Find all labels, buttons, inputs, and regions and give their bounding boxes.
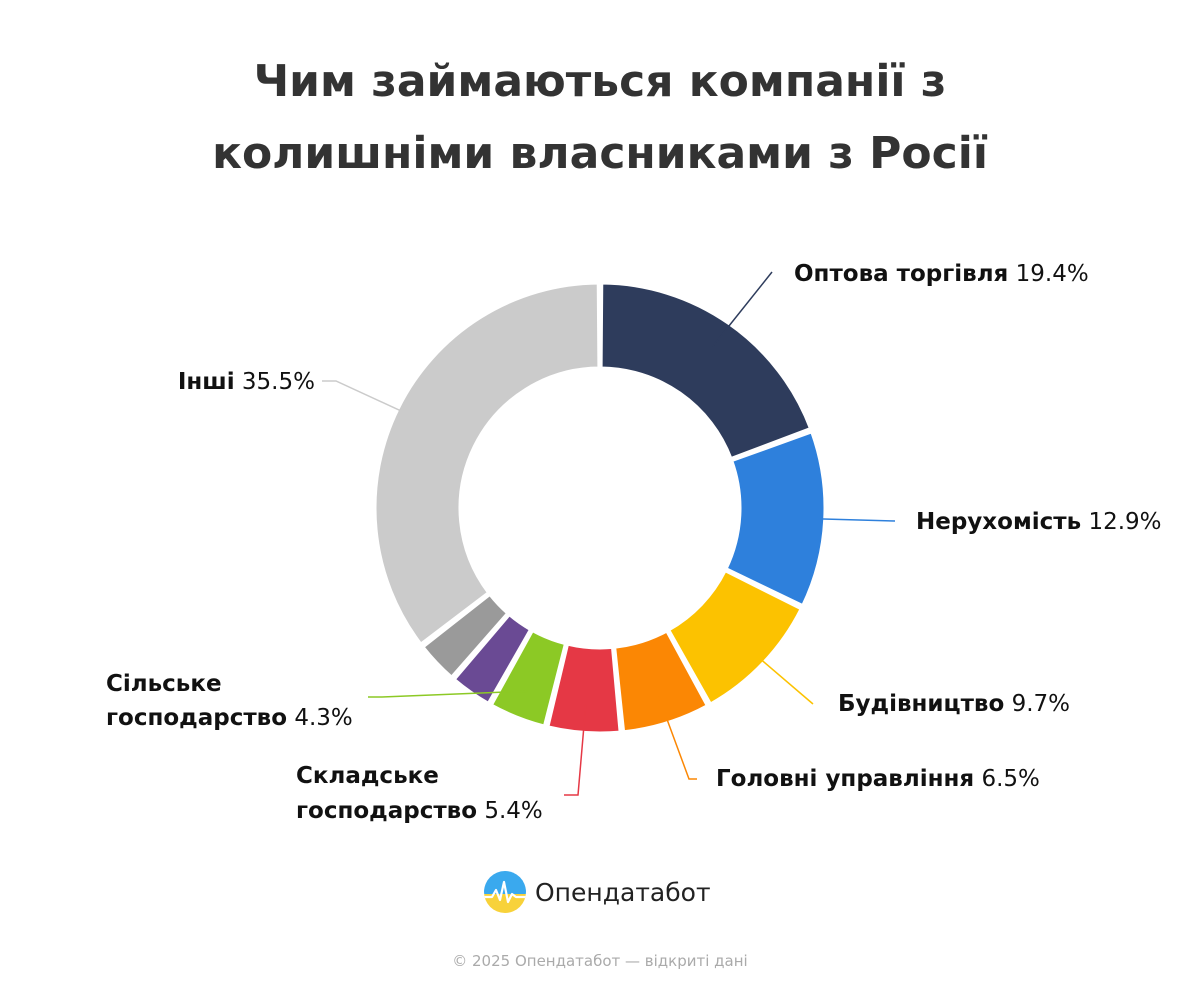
label-category: господарство: [106, 705, 287, 731]
slice-інші: [373, 281, 601, 646]
leader-line-складське-господарство: [564, 704, 587, 796]
chart-title-line-2: колишніми власниками з Росії: [212, 128, 988, 179]
slice-сільське-господарство: [489, 629, 567, 728]
label-value: 4.3%: [287, 705, 353, 731]
leader-line-сільське-господарство: [368, 690, 528, 698]
label-category: Головні управління: [716, 766, 974, 792]
opendatabot-logo-icon: [484, 871, 526, 913]
label-line: господарство 5.4%: [296, 798, 543, 824]
label-value: 5.4%: [477, 798, 543, 824]
leader-line-будівництво: [742, 643, 814, 705]
label-category: Сільське: [106, 671, 222, 697]
label-line: Головні управління 6.5%: [716, 766, 1040, 792]
label-line: Інші 35.5%: [178, 369, 315, 395]
label-будівництво: Будівництво 9.7%: [838, 691, 1070, 717]
leader-line-нерухомість: [796, 517, 896, 522]
slice-складське-господарство: [546, 642, 622, 735]
label-value: 19.4%: [1008, 261, 1088, 287]
slice-unlabeled-6: [452, 613, 533, 705]
footer-copyright: © 2025 Опендатабот — відкриті дані: [452, 952, 748, 970]
label-line: Оптова торгівля 19.4%: [794, 261, 1089, 287]
chart-title: Чим займаються компанії з колишніми влас…: [0, 46, 1200, 190]
label-category: Нерухомість: [916, 509, 1081, 535]
label-value: 35.5%: [235, 369, 315, 395]
slice-unlabeled-7: [421, 592, 510, 679]
label-line: господарство 4.3%: [106, 705, 353, 731]
donut-slices: [373, 281, 827, 735]
label-category: господарство: [296, 798, 477, 824]
leader-line-інші: [322, 380, 424, 422]
label-value: 9.7%: [1004, 691, 1070, 717]
label-value: 12.9%: [1081, 509, 1161, 535]
label-оптова-торгівля: Оптова торгівля 19.4%: [794, 261, 1089, 287]
label-складське-господарство: Складське господарство 5.4%: [296, 763, 543, 824]
label-line: Складське: [296, 763, 439, 789]
label-інші: Інші 35.5%: [178, 369, 315, 395]
chart-title-line-1: Чим займаються компанії з: [253, 56, 947, 107]
label-category: Оптова торгівля: [794, 261, 1008, 287]
label-line: Будівництво 9.7%: [838, 691, 1070, 717]
label-category: Інші: [178, 369, 235, 395]
slice-нерухомість: [724, 430, 827, 608]
leader-line-оптова-торгівля: [712, 271, 773, 347]
slice-оптова-торгівля: [599, 281, 813, 461]
leader-line-головні-управління: [657, 695, 697, 780]
label-category: Складське: [296, 763, 439, 789]
label-line: Сільське: [106, 671, 222, 697]
label-нерухомість: Нерухомість 12.9%: [916, 509, 1162, 535]
label-головні-управління: Головні управління 6.5%: [716, 766, 1040, 792]
label-сільське-господарство: Сільське господарство 4.3%: [106, 671, 353, 731]
label-category: Будівництво: [838, 691, 1004, 717]
slice-будівництво: [667, 569, 803, 706]
slice-головні-управління: [613, 629, 709, 734]
label-value: 6.5%: [974, 766, 1040, 792]
label-leader-lines: [322, 271, 896, 796]
brand: Опендатабот: [483, 868, 711, 916]
label-line: Нерухомість 12.9%: [916, 509, 1162, 535]
slice-labels: Оптова торгівля 19.4% Нерухомість 12.9% Бу…: [106, 261, 1162, 824]
brand-name: Опендатабот: [535, 877, 711, 907]
